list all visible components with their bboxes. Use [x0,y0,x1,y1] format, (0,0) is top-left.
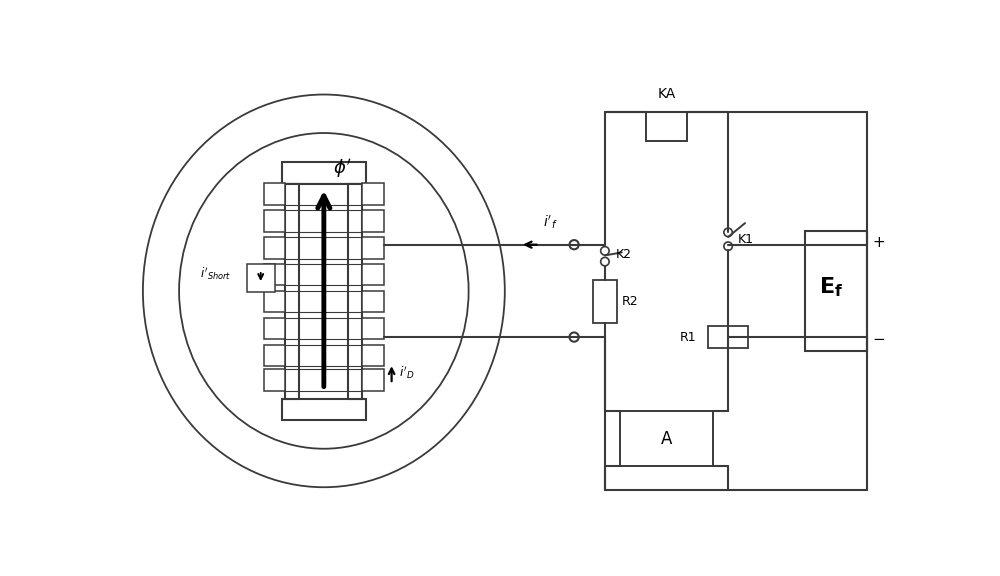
Bar [362,291,384,312]
Bar [264,318,285,339]
Text: K2: K2 [616,248,632,261]
Bar [362,345,384,366]
Bar [646,112,687,142]
Bar [264,369,285,391]
Bar [362,318,384,339]
Bar [593,281,617,323]
Bar [362,210,384,232]
Text: $i'_D$: $i'_D$ [399,364,415,381]
Bar [264,237,285,259]
Bar [282,162,366,184]
Text: K1: K1 [737,233,753,246]
Text: −: − [873,332,886,347]
Bar [620,411,713,467]
Bar [348,184,362,399]
Bar [708,326,748,348]
Bar [362,369,384,391]
Text: $\mathbf{E_f}$: $\mathbf{E_f}$ [819,275,843,299]
Text: A: A [661,430,672,448]
Bar [285,184,299,399]
Bar [805,231,867,351]
Text: R1: R1 [680,331,697,343]
Bar [247,264,275,291]
Bar [362,237,384,259]
Text: KA: KA [657,87,676,101]
Text: $\phi'$: $\phi'$ [333,157,352,180]
Text: R2: R2 [622,295,638,308]
Bar [362,183,384,204]
Bar [264,264,285,286]
Bar [264,183,285,204]
Bar [264,291,285,312]
Text: $i'_{Short}$: $i'_{Short}$ [200,266,231,282]
Text: $i'_f$: $i'_f$ [543,213,558,231]
Text: +: + [873,235,886,250]
Bar [264,210,285,232]
Bar [264,345,285,366]
Bar [362,264,384,286]
Bar [282,399,366,420]
